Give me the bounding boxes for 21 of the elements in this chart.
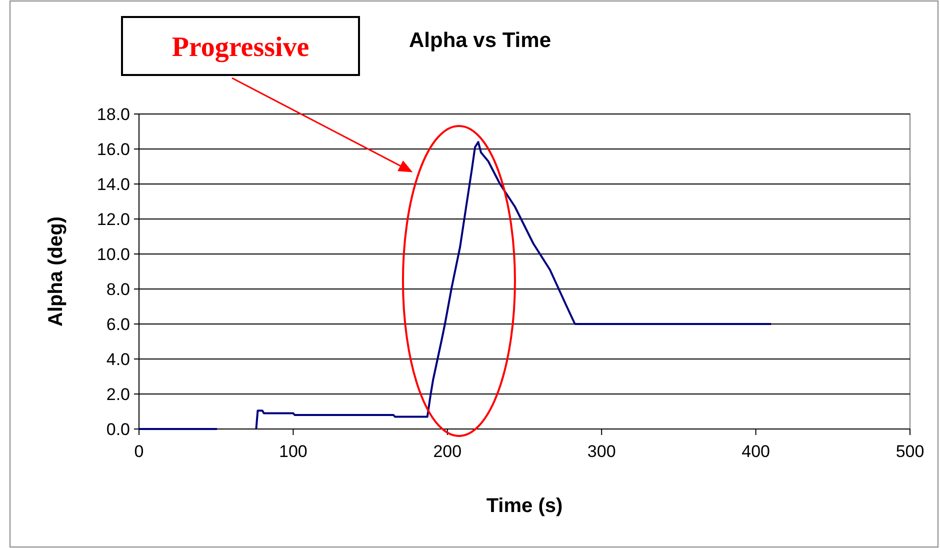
x-tick-label: 300 [587,442,616,461]
y-tick-label: 10.0 [96,244,130,264]
text: Progressive [172,32,310,63]
chart-title: Alpha vs Time [409,29,551,52]
line-series [255,141,772,430]
y-tick-label: 14.0 [96,174,130,194]
y-axis-title: Alpha (deg) [45,216,67,326]
x-axis-title: Time (s) [486,495,563,517]
y-tick-label: 12.0 [96,210,130,229]
x-tick-label: 0 [134,442,144,461]
y-tick-label: 6.0 [106,314,130,334]
x-tick-label: 400 [742,442,770,461]
y-tick-label: 16.0 [96,140,130,159]
x-tick-label: 500 [896,442,924,461]
y-tick-label: 18.0 [96,104,130,124]
x-tick-label: 200 [433,442,462,461]
y-tick-label: 8.0 [106,280,130,299]
x-tick-label: 100 [279,442,308,461]
y-tick-label: 4.0 [106,350,130,369]
y-tick-label: 0.0 [106,420,130,439]
y-tick-label: 2.0 [106,384,130,404]
